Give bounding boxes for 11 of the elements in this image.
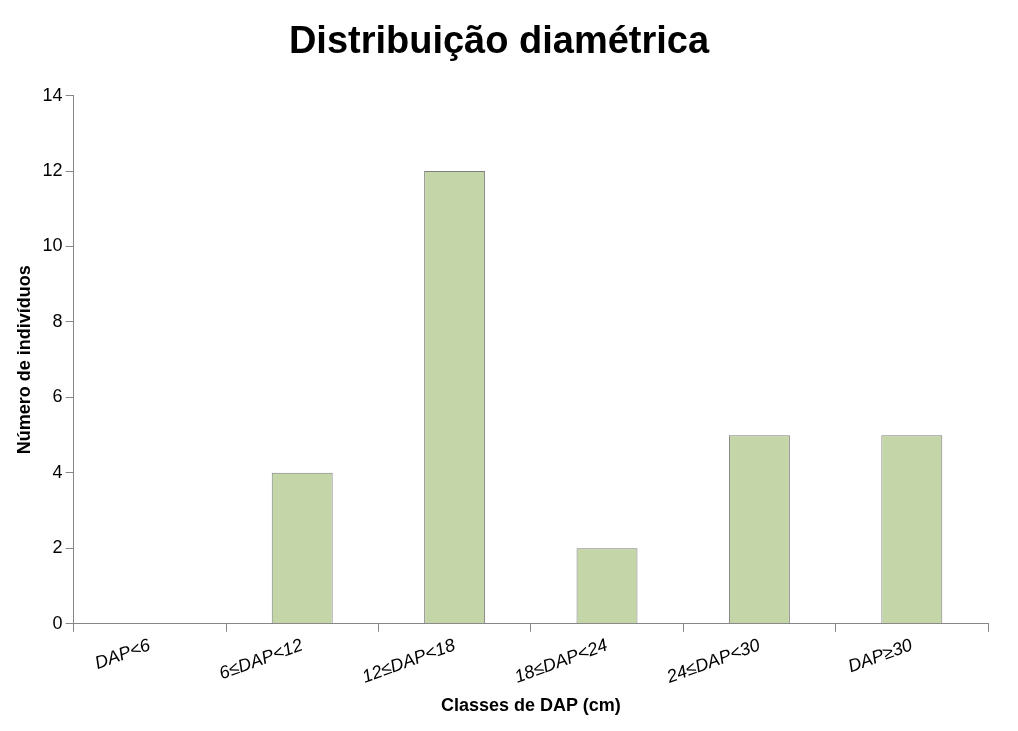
- chart-title: Distribuição diamétrica: [288, 19, 710, 62]
- y-axis-title: Número de indivíduos: [13, 265, 34, 455]
- y-tick-label: 14: [42, 84, 63, 105]
- y-tick-label: 0: [52, 612, 63, 633]
- x-axis-title: Classes de DAP (cm): [440, 695, 621, 716]
- y-tick-label: 10: [42, 235, 63, 256]
- y-tick-label: 8: [52, 310, 63, 331]
- y-tick-label: 4: [52, 461, 63, 482]
- y-tick-label: 6: [52, 386, 63, 407]
- y-tick-label: 12: [42, 160, 63, 181]
- y-tick-label: 2: [52, 537, 63, 558]
